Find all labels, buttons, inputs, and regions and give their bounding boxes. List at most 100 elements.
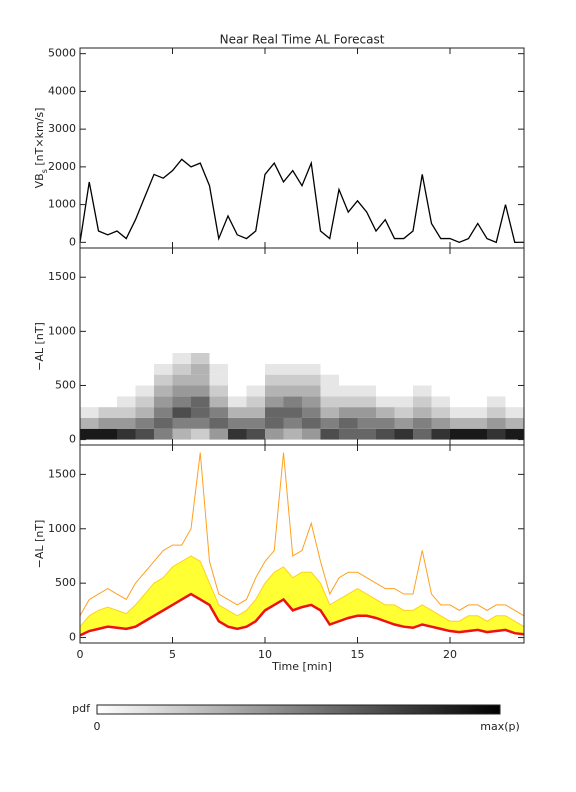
pdf-cell bbox=[339, 396, 358, 408]
pdf-cell bbox=[339, 352, 358, 364]
colorbar-min: 0 bbox=[94, 720, 101, 733]
pdf-cell bbox=[117, 417, 136, 429]
pdf-cell bbox=[450, 363, 469, 375]
pdf-cell bbox=[394, 363, 413, 375]
pdf-cell bbox=[135, 396, 154, 408]
pdf-cell bbox=[172, 385, 191, 397]
pdf-cell bbox=[468, 428, 487, 440]
pdf-cell bbox=[320, 363, 339, 375]
pdf-cell bbox=[135, 385, 154, 397]
pdf-cell bbox=[98, 374, 117, 386]
pdf-cell bbox=[228, 363, 247, 375]
pdf-cell bbox=[154, 374, 173, 386]
pdf-cell bbox=[413, 363, 432, 375]
pdf-cell bbox=[394, 385, 413, 397]
pdf-cell bbox=[283, 374, 302, 386]
pdf-cell bbox=[209, 385, 228, 397]
pdf-cell bbox=[487, 374, 506, 386]
pdf-cell bbox=[191, 363, 210, 375]
pdf-cell bbox=[302, 417, 321, 429]
pdf-cell bbox=[172, 374, 191, 386]
pdf-cell bbox=[135, 407, 154, 418]
x-tick-label: 20 bbox=[443, 648, 457, 661]
pdf-cell bbox=[191, 352, 210, 364]
pdf-cell bbox=[413, 407, 432, 418]
pdf-cell bbox=[209, 374, 228, 386]
pdf-cell bbox=[265, 428, 284, 440]
pdf-cell bbox=[283, 396, 302, 408]
pdf-cell bbox=[450, 428, 469, 440]
pdf-cell bbox=[450, 385, 469, 397]
pdf-cell bbox=[487, 428, 506, 440]
pdf-cell bbox=[468, 363, 487, 375]
pdf-cell bbox=[339, 374, 358, 386]
pdf-cell bbox=[191, 407, 210, 418]
pdf-cell bbox=[172, 352, 191, 364]
pdf-cell bbox=[80, 385, 99, 397]
pdf-cell bbox=[357, 385, 376, 397]
pdf-cell bbox=[302, 374, 321, 386]
x-tick-label: 5 bbox=[169, 648, 176, 661]
pdf-cell bbox=[80, 374, 99, 386]
pdf-cell bbox=[246, 407, 265, 418]
pdf-cell bbox=[505, 385, 524, 397]
pdf-cell bbox=[98, 352, 117, 364]
pdf-cell bbox=[450, 417, 469, 429]
pdf-cell bbox=[376, 352, 395, 364]
y-tick-label: 1000 bbox=[48, 198, 76, 211]
pdf-cell bbox=[191, 385, 210, 397]
pdf-cell bbox=[154, 407, 173, 418]
pdf-cell bbox=[209, 363, 228, 375]
pdf-cell bbox=[209, 407, 228, 418]
pdf-cell bbox=[246, 352, 265, 364]
pdf-cell bbox=[505, 374, 524, 386]
pdf-cell bbox=[246, 363, 265, 375]
pdf-cell bbox=[135, 374, 154, 386]
pdf-cell bbox=[172, 417, 191, 429]
pdf-cell bbox=[283, 352, 302, 364]
pdf-cell bbox=[228, 396, 247, 408]
pdf-cell bbox=[376, 374, 395, 386]
pdf-cell bbox=[209, 417, 228, 429]
pdf-cell bbox=[98, 407, 117, 418]
y-tick-label: 3000 bbox=[48, 122, 76, 135]
pdf-cell bbox=[265, 352, 284, 364]
y-axis-label: −AL [nT] bbox=[33, 322, 46, 371]
y-tick-label: 1000 bbox=[48, 324, 76, 337]
pdf-cell bbox=[394, 417, 413, 429]
pdf-cell bbox=[339, 407, 358, 418]
pdf-cell bbox=[265, 363, 284, 375]
y-tick-label: 2000 bbox=[48, 160, 76, 173]
pdf-cell bbox=[209, 428, 228, 440]
pdf-cell bbox=[487, 363, 506, 375]
y-tick-label: 0 bbox=[69, 433, 76, 446]
pdf-cell bbox=[376, 385, 395, 397]
pdf-cell bbox=[265, 407, 284, 418]
y-axis-label-part: s bbox=[40, 169, 49, 173]
pdf-cell bbox=[135, 352, 154, 364]
pdf-cell bbox=[302, 428, 321, 440]
pdf-cell bbox=[154, 363, 173, 375]
pdf-cell bbox=[431, 396, 450, 408]
pdf-cell bbox=[302, 363, 321, 375]
pdf-cell bbox=[376, 417, 395, 429]
pdf-cell bbox=[468, 352, 487, 364]
y-tick-label: 5000 bbox=[48, 47, 76, 60]
pdf-cell bbox=[431, 407, 450, 418]
pdf-cell bbox=[209, 352, 228, 364]
pdf-cell bbox=[468, 385, 487, 397]
pdf-cell bbox=[468, 417, 487, 429]
pdf-cell bbox=[283, 385, 302, 397]
pdf-cell bbox=[228, 374, 247, 386]
pdf-cell bbox=[413, 396, 432, 408]
pdf-cell bbox=[283, 428, 302, 440]
pdf-cell bbox=[357, 363, 376, 375]
pdf-cell bbox=[283, 417, 302, 429]
pdf-cell bbox=[302, 407, 321, 418]
pdf-cell bbox=[394, 407, 413, 418]
plot-frame bbox=[79, 47, 525, 249]
pdf-cell bbox=[431, 374, 450, 386]
pdf-cell bbox=[320, 396, 339, 408]
pdf-cell bbox=[468, 374, 487, 386]
pdf-cell bbox=[246, 385, 265, 397]
